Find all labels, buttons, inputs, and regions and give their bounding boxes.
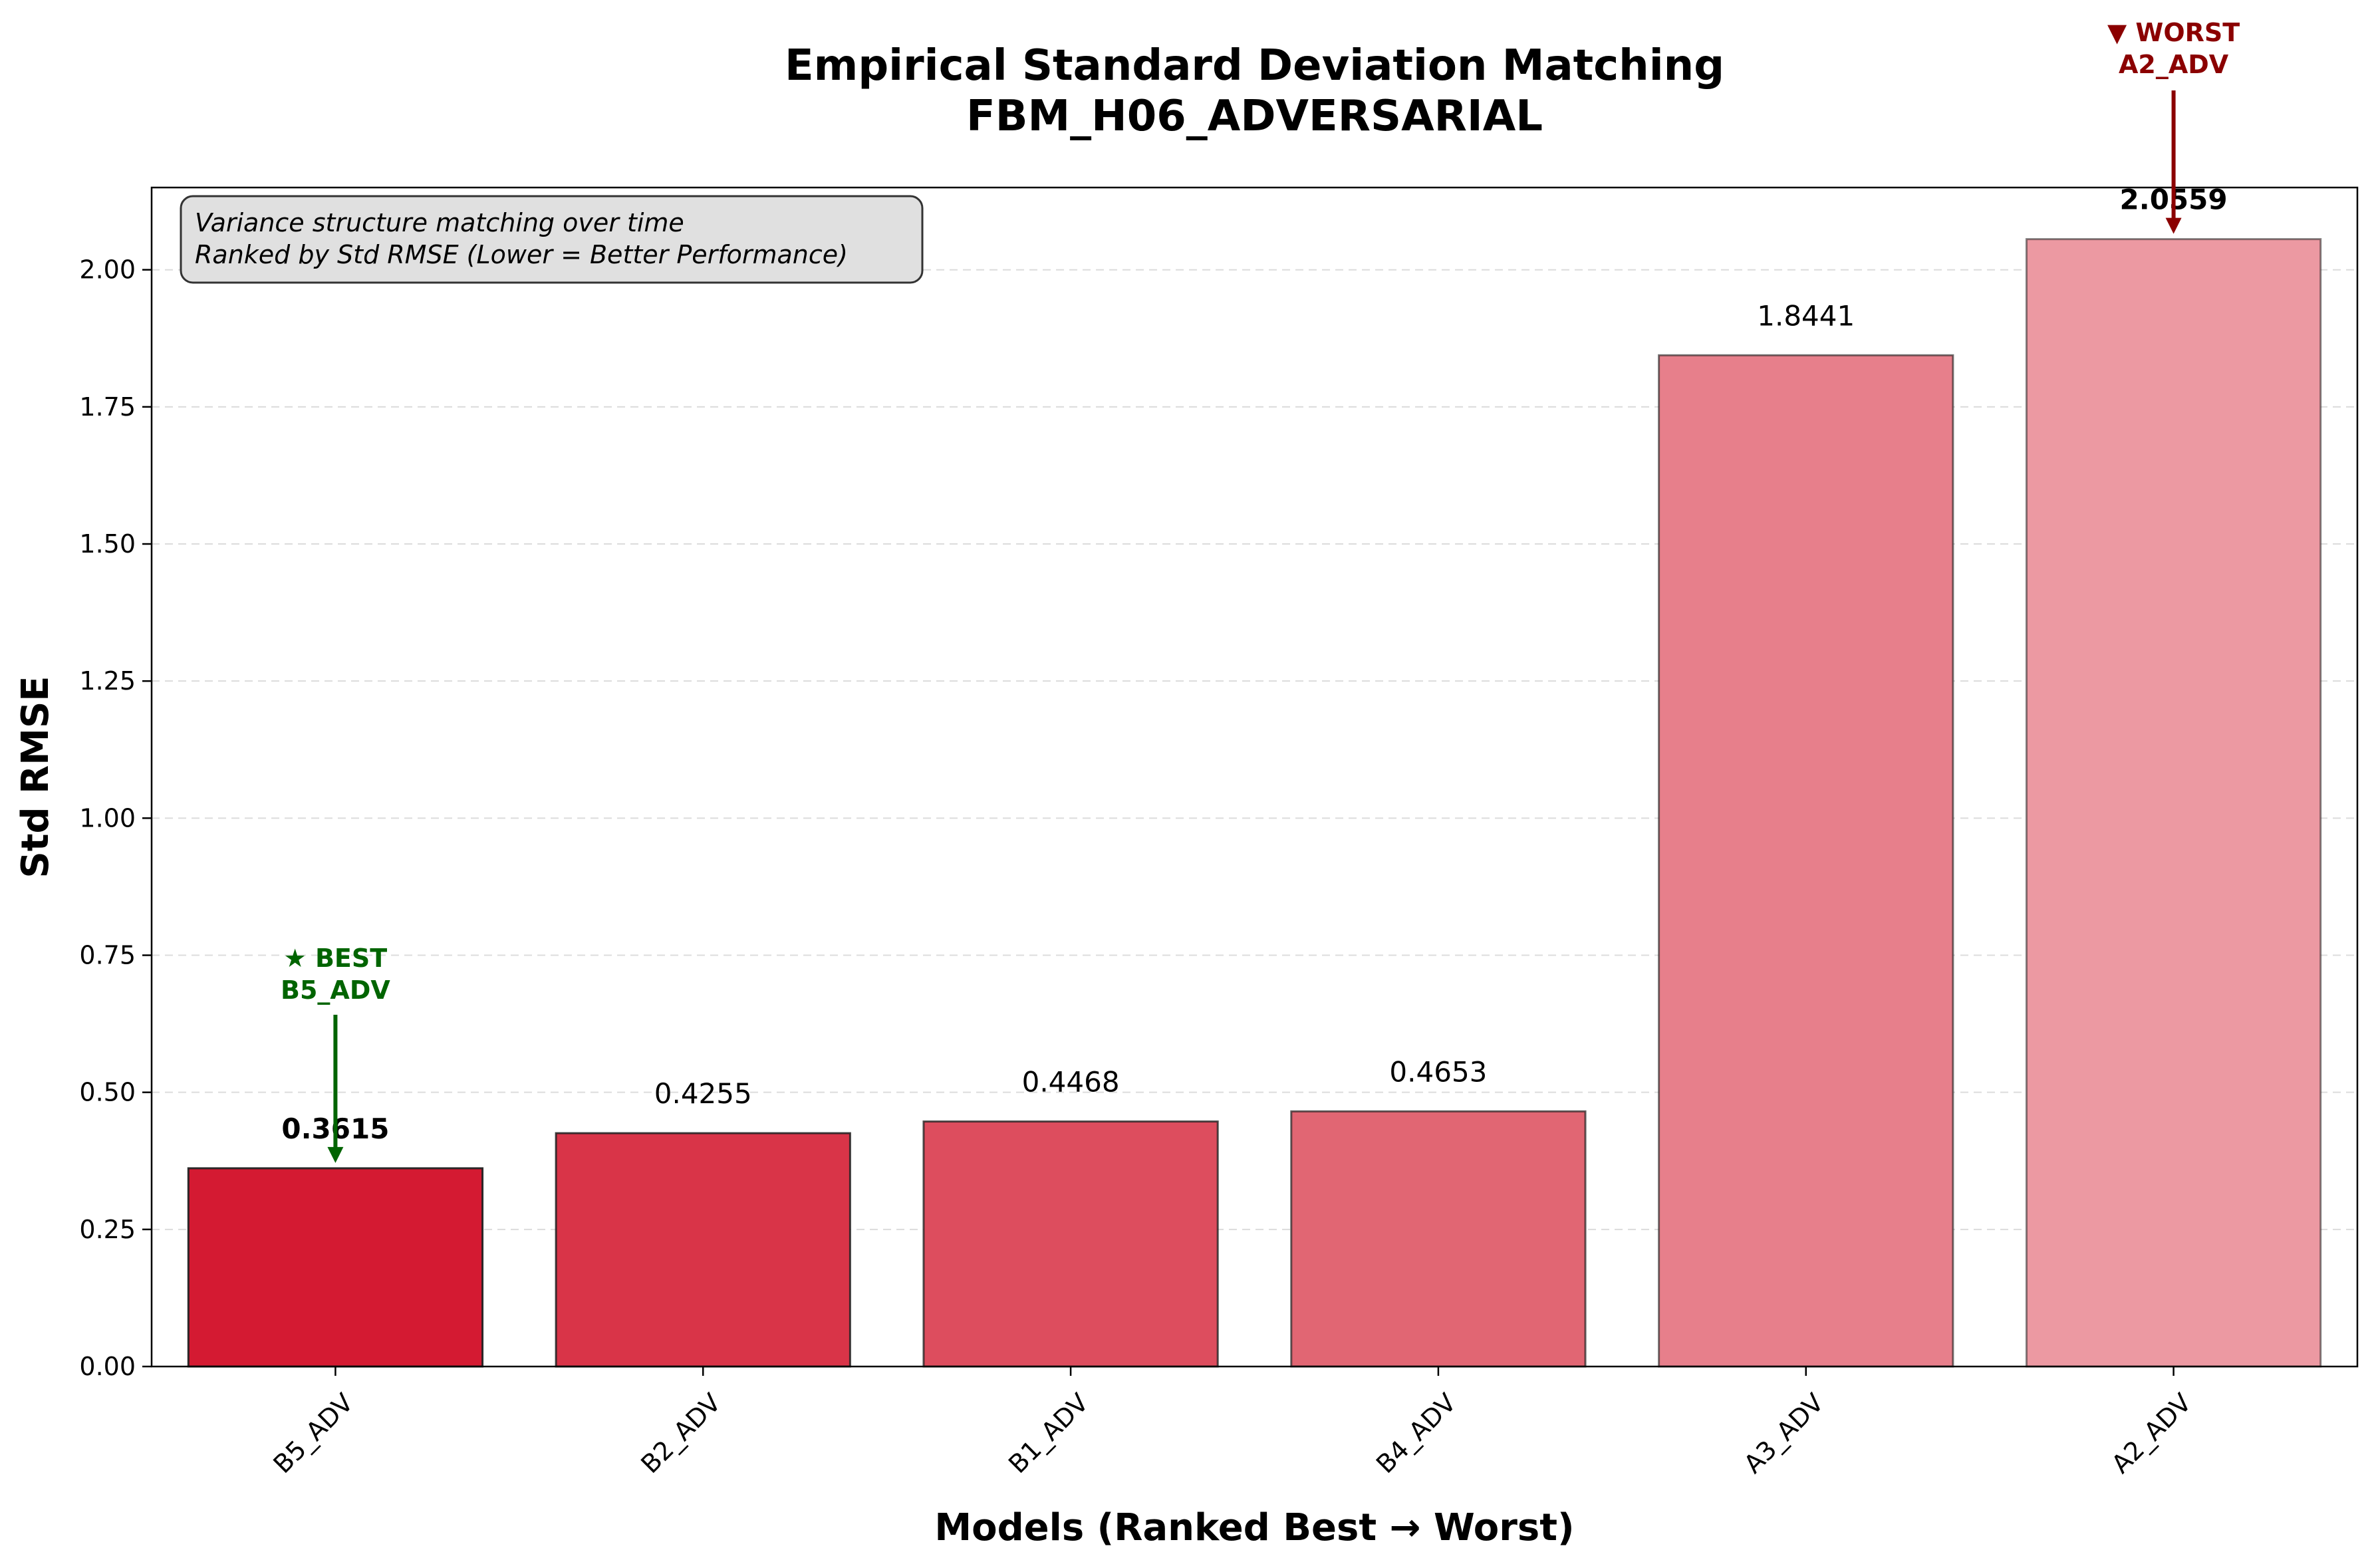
y-tick-label: 2.00	[79, 255, 136, 285]
bar-b5-adv	[187, 1167, 484, 1368]
x-tick-label: B1_ADV	[1003, 1388, 1094, 1479]
info-box: Variance structure matching over time Ra…	[180, 195, 924, 284]
y-tick-label: 1.75	[79, 392, 136, 422]
y-tick-label: 1.00	[79, 803, 136, 833]
bar-b4-adv	[1290, 1110, 1587, 1368]
chart-title: Empirical Standard Deviation Matching	[785, 41, 1724, 90]
chart-subtitle: FBM_H06_ADVERSARIAL	[966, 92, 1543, 141]
y-axis-label: Std RMSE	[14, 676, 57, 878]
y-tick-label: 0.50	[79, 1078, 136, 1107]
grid-lines	[152, 269, 2357, 1230]
x-tick-label: B2_ADV	[635, 1388, 726, 1479]
bar-b2-adv	[555, 1132, 851, 1368]
best-arrowhead	[327, 1146, 344, 1163]
bar-a3-adv	[1658, 354, 1954, 1368]
y-tick-label: 1.50	[79, 529, 136, 559]
y-tick-label: 0.00	[79, 1352, 136, 1381]
y-tick-label: 1.25	[79, 666, 136, 696]
worst-label-1: ▼ WORST	[2107, 18, 2240, 47]
y-axis: 0.00 0.25 0.50 0.75 1.00 1.25 1.50 1.75 2.00	[79, 255, 152, 1381]
best-label-2: B5_ADV	[281, 976, 390, 1005]
y-tick-label: 0.75	[79, 941, 136, 970]
x-tick-label: B4_ADV	[1371, 1388, 1462, 1479]
info-box-line-2: Ranked by Std RMSE (Lower = Better Perfo…	[195, 240, 848, 269]
x-tick-label: B5_ADV	[268, 1388, 359, 1479]
plot-frame	[150, 186, 2359, 1368]
annotations: ★ BEST B5_ADV ▼ WORST A2_ADV	[281, 18, 2240, 1163]
x-axis: B5_ADV B2_ADV B1_ADV B4_ADV A3_ADV A2_ADV	[268, 1367, 2197, 1479]
best-label-1: ★ BEST	[284, 944, 388, 973]
x-tick-label: A2_ADV	[2106, 1388, 2197, 1479]
x-tick-label: A3_ADV	[1738, 1388, 1829, 1479]
worst-label-2: A2_ADV	[2119, 50, 2229, 79]
worst-arrowhead	[2165, 217, 2182, 234]
value-label: 0.4653	[1389, 1055, 1487, 1088]
bar-a2-adv	[2025, 238, 2322, 1368]
x-axis-label: Models (Ranked Best → Worst)	[934, 1506, 1574, 1549]
info-box-background	[180, 195, 924, 284]
bar-b1-adv	[922, 1120, 1219, 1368]
info-box-line-1: Variance structure matching over time	[195, 208, 684, 237]
value-label: 0.4468	[1022, 1066, 1120, 1099]
value-label: 1.8441	[1757, 299, 1855, 332]
value-label: 0.4255	[654, 1077, 752, 1110]
y-tick-label: 0.25	[79, 1215, 136, 1244]
